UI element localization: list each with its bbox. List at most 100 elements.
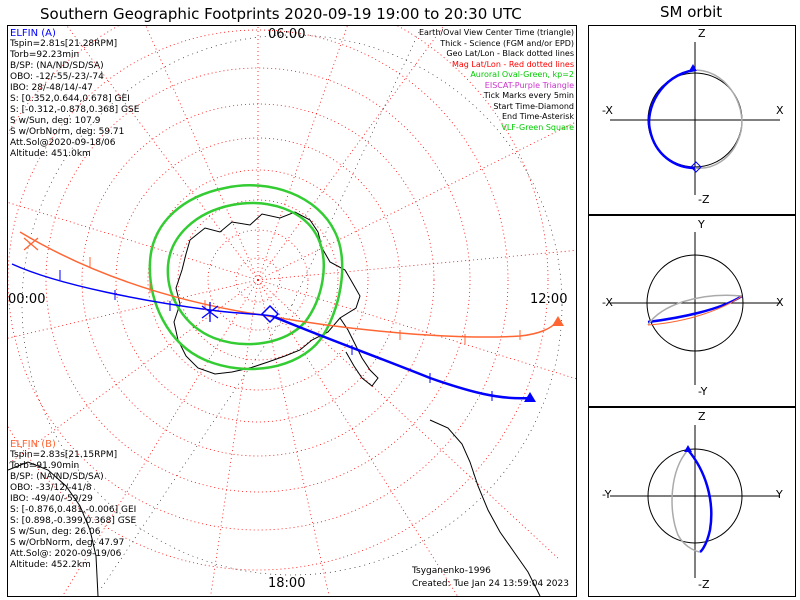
panel2-bottom-label: -Y	[698, 385, 708, 398]
legend-item: VLF-Green Square	[501, 122, 574, 132]
mag-lat-circle	[8, 29, 509, 531]
info-line: OBO: -33/12/-41/8	[10, 483, 92, 493]
info-line: Torb=91.90min	[10, 461, 80, 471]
map-legend: Earth/Oval View Center Time (triangle) T…	[419, 28, 574, 133]
mag-lat-circle	[45, 67, 471, 493]
model-label: Tsyganenko-1996	[412, 566, 491, 576]
panel3-bottom-label: -Z	[698, 578, 710, 591]
elfin-b-track	[19, 231, 557, 338]
orbit-panel-xy	[588, 215, 796, 407]
mag-lon-line	[257, 279, 561, 561]
orbit-xy-plot	[610, 232, 780, 385]
elfin-a-info: ELFIN (A) Tspin=2.81s[21.28RPM] Torb=92.…	[10, 28, 139, 160]
geo-lat-circle	[21, 34, 563, 576]
mag-lat-circle	[8, 26, 549, 571]
info-line: S: [0.898,-0.399,0.368] GSE	[10, 516, 137, 526]
info-line: Att.Sol@: 2020-09-19/06	[10, 549, 122, 559]
antarctica-coastline	[173, 211, 361, 375]
orbit-track-a	[687, 449, 713, 554]
mag-lon-line	[210, 279, 259, 596]
panel3-right-label: Y	[776, 488, 783, 501]
info-line: S: [-0.876,0.481,-0.006] GEI	[10, 505, 137, 515]
mag-lon-line	[257, 26, 348, 281]
mag-lat-circle	[207, 229, 309, 331]
orbit-diamond	[690, 161, 702, 173]
mag-lon-line	[8, 279, 259, 465]
orbit-track-b	[694, 69, 743, 169]
tick-marks	[59, 257, 521, 401]
info-line: S w/OrbNorm, deg: 59.71	[10, 127, 125, 137]
end-asterisk-a	[201, 302, 219, 322]
legend-item: End Time-Asterisk	[501, 112, 574, 121]
mag-lat-circles	[8, 26, 576, 596]
info-line: S: [0.352,0.644,0.678] GEI	[10, 94, 130, 104]
panel1-bottom-label: -Z	[698, 193, 710, 206]
info-line: Altitude: 451.0km	[10, 149, 91, 159]
geo-lon-line	[291, 29, 421, 306]
created-timestamp: Created: Tue Jan 24 13:59:04 2023	[412, 579, 569, 589]
elfin-b-name: ELFIN (B)	[10, 439, 56, 450]
legend-item: Geo Lat/Lon - Black dotted lines	[446, 49, 574, 58]
map-title: Southern Geographic Footprints 2020-09-1…	[40, 5, 522, 23]
mag-lon-line	[8, 279, 259, 339]
panel2-right-label: X	[776, 296, 784, 309]
southern-africa-coastline	[8, 461, 99, 596]
legend-item: Earth/Oval View Center Time (triangle)	[418, 28, 574, 37]
info-line: Altitude: 452.2km	[10, 560, 91, 570]
view-center-triangle-a	[524, 392, 536, 402]
panel2-top-label: Y	[698, 218, 705, 231]
info-line: Tspin=2.83s[21.15RPM]	[10, 450, 118, 460]
panel1-right-label: X	[776, 104, 784, 117]
legend-item: Thick - Science (FGM and/or EPD)	[440, 38, 574, 48]
auroral-oval-outer	[148, 184, 344, 371]
panel1-top-label: Z	[698, 27, 706, 40]
legend-item: Mag Lat/Lon - Red dotted lines	[451, 59, 574, 69]
orbit-track-b	[647, 294, 743, 326]
info-line: S w/Sun, deg: 107.9	[10, 116, 101, 126]
mag-lat-circle	[147, 169, 369, 391]
legend-item: Auroral Oval-Green, kp=2	[470, 70, 574, 79]
mag-lon-line	[145, 26, 259, 281]
hour-label-right: 12:00	[530, 292, 568, 307]
view-center-triangle	[552, 316, 564, 326]
info-line: IBO: 28/-48/14/-47	[10, 83, 93, 93]
legend-item: Tick Marks every 5min	[483, 91, 574, 100]
panel2-left-label: -X	[602, 296, 613, 309]
info-line: IBO: -49/40/-59/29	[10, 494, 93, 504]
mag-lon-line	[66, 26, 259, 281]
mag-lat-circle	[81, 103, 435, 457]
panel1-left-label: -X	[602, 104, 613, 117]
hour-label-bottom: 18:00	[268, 576, 306, 591]
orbit-title: SM orbit	[660, 3, 723, 21]
south-america-coastline	[429, 419, 541, 596]
auroral-oval-inner	[166, 201, 325, 346]
hour-label-top: 06:00	[268, 27, 306, 42]
peninsula-coastline	[339, 317, 379, 387]
earth-circle	[646, 254, 744, 352]
orbit-triangle	[684, 445, 692, 452]
elfin-b-info: ELFIN (B) Tspin=2.83s[21.15RPM] Torb=91.…	[10, 439, 136, 571]
info-line: S w/OrbNorm, deg: 47.97	[10, 538, 125, 548]
mag-lon-line	[257, 279, 576, 380]
geo-lat-lon-grid	[21, 29, 563, 591]
mag-lat-circle	[235, 257, 281, 303]
orbit-yz-plot	[610, 425, 780, 578]
elfin-a-track	[11, 263, 273, 317]
orbit-track-b	[671, 449, 701, 553]
start-diamond	[260, 304, 280, 324]
info-line: OBO: -12/-55/-23/-74	[10, 72, 104, 82]
info-line: Att.Sol@2020-09-18/06	[10, 138, 116, 148]
legend-item: EISCAT-Purple Triangle	[484, 80, 574, 90]
hour-label-left: 00:00	[8, 292, 46, 307]
mag-lon-line	[8, 202, 259, 281]
mag-lon-line	[257, 279, 330, 596]
orbit-track-a	[647, 68, 696, 170]
orbit-triangle	[689, 64, 697, 71]
mag-lon-line	[62, 279, 259, 596]
orbit-xz-plot	[610, 42, 780, 195]
mag-lat-circle	[115, 137, 401, 423]
earth-circle	[647, 448, 743, 544]
info-line: B/SP: (NA/ND/SD/SA)	[10, 61, 104, 71]
info-line: S: [-0.312,-0.878,0.368] GSE	[10, 105, 140, 115]
